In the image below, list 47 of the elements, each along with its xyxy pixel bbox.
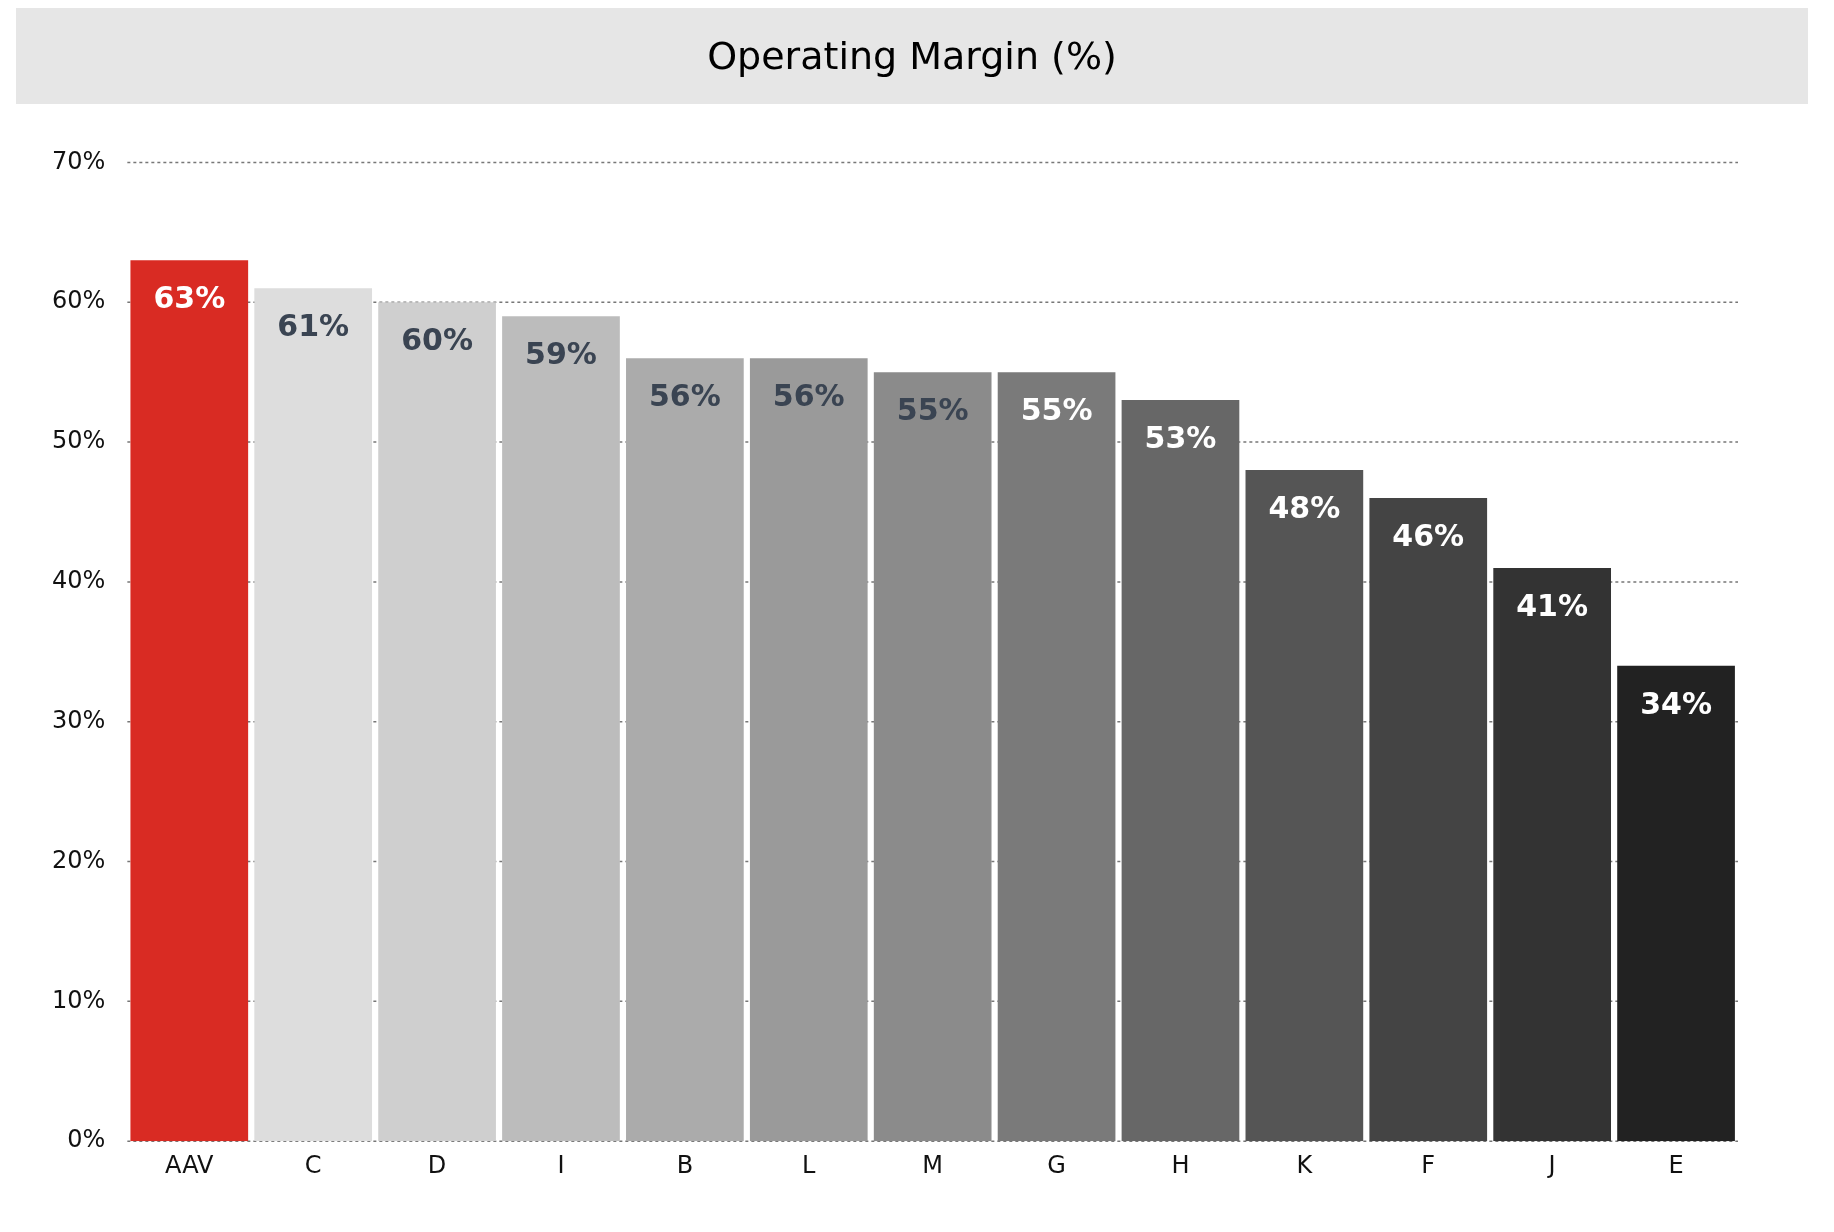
- x-tick-label: H: [1171, 1150, 1190, 1179]
- y-tick-label: 10%: [52, 985, 106, 1014]
- data-label: 56%: [648, 377, 721, 413]
- x-tick-label: B: [676, 1150, 694, 1179]
- bar: [873, 372, 992, 1142]
- x-tick-label: J: [1546, 1150, 1556, 1179]
- bar: [626, 358, 744, 1142]
- data-label: 60%: [401, 322, 473, 358]
- data-label: 55%: [1020, 391, 1093, 427]
- bar: [378, 302, 496, 1142]
- x-tick-label: D: [427, 1150, 447, 1179]
- y-tick-label: 0%: [67, 1125, 106, 1154]
- x-tick-label: K: [1296, 1150, 1314, 1179]
- bar: [1493, 567, 1612, 1142]
- y-tick-label: 20%: [52, 845, 106, 874]
- bar: [749, 358, 868, 1142]
- y-tick-label: 60%: [52, 286, 106, 315]
- bar: [130, 260, 249, 1142]
- data-label: 34%: [1640, 685, 1712, 721]
- x-tick-label: E: [1668, 1150, 1684, 1179]
- bar: [1121, 400, 1240, 1142]
- data-label: 61%: [277, 308, 350, 344]
- y-tick-label: 50%: [52, 426, 106, 455]
- x-tick-label: C: [304, 1150, 322, 1179]
- data-label: 41%: [1516, 587, 1589, 623]
- data-label: 56%: [772, 377, 845, 413]
- x-tick-label: I: [557, 1150, 565, 1179]
- bar: [502, 316, 620, 1142]
- x-tick-label: AAV: [165, 1150, 215, 1179]
- data-label: 46%: [1392, 517, 1465, 553]
- y-tick-label: 30%: [52, 705, 106, 734]
- x-tick-label: M: [922, 1150, 944, 1179]
- data-label: 59%: [525, 336, 597, 372]
- data-label: 55%: [896, 391, 969, 427]
- y-tick-label: 70%: [52, 146, 106, 175]
- bar: [1245, 470, 1364, 1142]
- x-tick-label: G: [1047, 1150, 1066, 1179]
- x-tick-label: F: [1421, 1150, 1436, 1179]
- bar: [1617, 665, 1735, 1142]
- x-tick-label: L: [802, 1150, 817, 1179]
- data-label: 53%: [1144, 419, 1217, 455]
- data-label: 48%: [1268, 489, 1341, 525]
- data-label: 63%: [153, 280, 226, 316]
- chart-title: Operating Margin (%): [16, 8, 1808, 104]
- bar: [254, 288, 373, 1142]
- y-tick-label: 40%: [52, 566, 106, 595]
- bar: [1369, 497, 1488, 1142]
